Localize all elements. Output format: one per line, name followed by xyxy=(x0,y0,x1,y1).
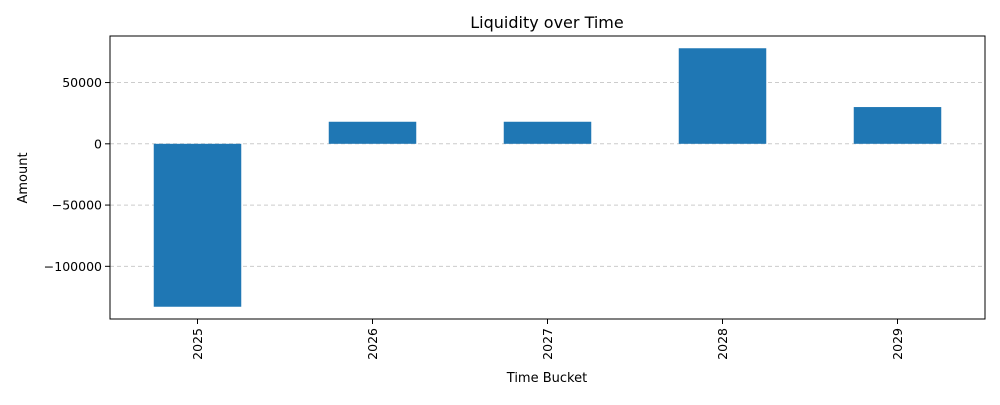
y-tick-label: −100000 xyxy=(44,259,102,274)
bar-2025 xyxy=(153,143,242,307)
x-tick-label: 2027 xyxy=(540,328,555,360)
ticks: 50000 0 −50000 −100000 2025 2026 2027 2028 2029 xyxy=(44,75,905,360)
chart-title: Liquidity over Time xyxy=(470,13,623,32)
x-axis-label: Time Bucket xyxy=(506,371,587,386)
bar-2029 xyxy=(853,107,942,144)
x-tick-label: 2025 xyxy=(190,328,205,360)
y-tick-label: 0 xyxy=(94,136,102,151)
y-tick-label: −50000 xyxy=(52,198,102,213)
bars xyxy=(153,48,942,307)
bar-2028 xyxy=(678,48,767,144)
x-tick-label: 2026 xyxy=(365,328,380,360)
bar-2027 xyxy=(503,121,592,144)
y-axis-label: Amount xyxy=(16,152,31,203)
y-tick-label: 50000 xyxy=(62,75,102,90)
x-tick-label: 2029 xyxy=(890,328,905,360)
x-tick-label: 2028 xyxy=(715,328,730,360)
bar-2026 xyxy=(328,121,417,144)
